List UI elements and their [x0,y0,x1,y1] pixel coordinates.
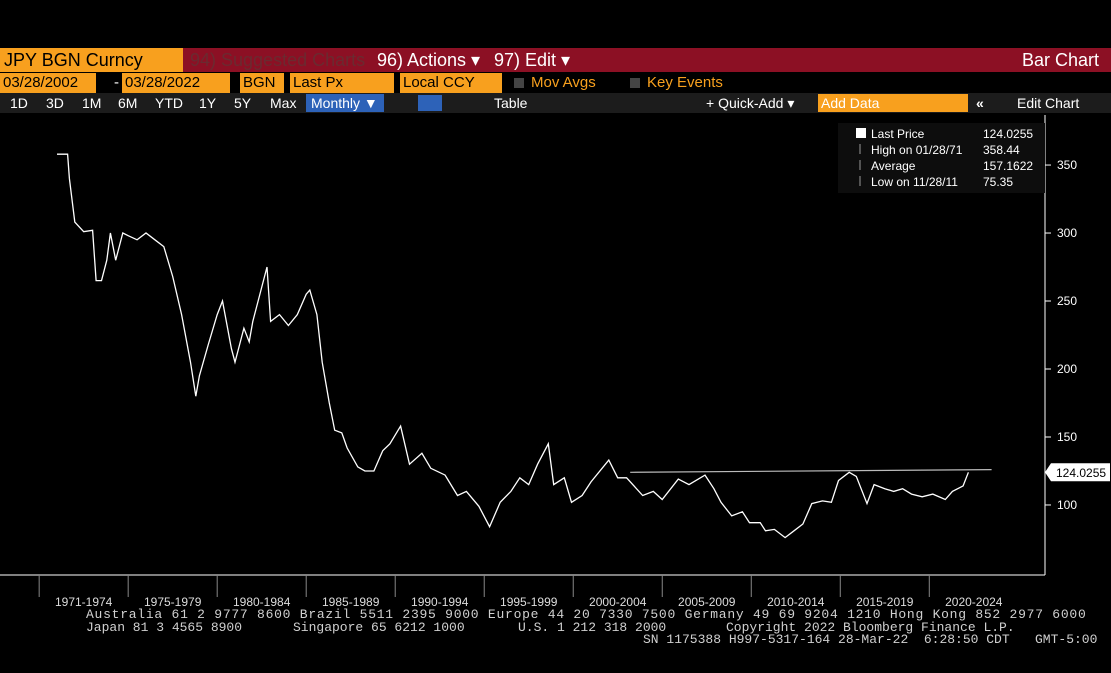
checkbox[interactable] [514,78,524,88]
field-select[interactable]: Last Px [290,73,394,93]
key-events-toggle[interactable]: Key Events [647,74,723,91]
x-tick-label: 2000-2004 [589,595,647,609]
x-tick-label: 2015-2019 [856,595,914,609]
legend-value: 157.1622 [983,159,1033,173]
title-bar [0,48,1111,72]
menu[interactable]: 94) Suggested Charts [190,50,366,70]
last-value-label: 124.0255 [1056,466,1106,480]
frequency-select[interactable]: Monthly ▼ [306,94,384,112]
mov-avgs-toggle[interactable]: Mov Avgs [531,74,596,91]
legend-value: 358.44 [983,143,1020,157]
add-data-field[interactable]: Add Data [818,94,968,112]
x-tick-label: 1985-1989 [322,595,380,609]
quick-add-button[interactable]: + Quick-Add ▾ [706,95,795,111]
footer-text: SN 1175388 H997-5317-164 28-Mar-22 6:28:… [643,632,1010,647]
legend-label: Low on 11/28/11 [871,175,958,189]
last-value-tag [1045,463,1110,482]
legend-label: High on 01/28/71 [871,143,963,157]
date-separator: - [114,74,119,91]
trend-line [630,469,992,473]
x-tick-label: 1971-1974 [55,595,113,609]
collapse-button[interactable]: « [976,95,984,111]
edit-chart-button[interactable]: Edit Chart [1017,95,1080,111]
legend-value: 124.0255 [983,127,1033,141]
x-tick-label: 2010-2014 [767,595,825,609]
x-tick-label: 1980-1984 [233,595,291,609]
chart-style-button[interactable] [418,95,442,111]
legend-value: 75.35 [983,175,1013,189]
period-button[interactable]: 6M [118,95,138,111]
footer-text: U.S. 1 212 318 2000 [518,620,667,635]
start-date[interactable]: 03/28/2002 [0,73,96,93]
legend-swatch [856,128,866,138]
x-tick-label: 1975-1979 [144,595,202,609]
period-button[interactable]: 1Y [199,95,217,111]
y-tick-label: 300 [1057,226,1077,240]
y-tick-label: 250 [1057,294,1077,308]
footer-text: Japan 81 3 4565 8900 [86,620,243,635]
end-date[interactable]: 03/28/2022 [122,73,230,93]
y-tick-label: 150 [1057,430,1077,444]
period-button[interactable]: Max [270,95,297,111]
legend-label: Average [871,159,916,173]
footer-text: Singapore 65 6212 1000 [293,620,465,635]
menu[interactable]: 96) Actions ▾ [377,50,481,70]
security-field[interactable]: JPY BGN Curncy [0,48,183,72]
table-button[interactable]: Table [494,95,528,111]
x-tick-label: 2020-2024 [945,595,1003,609]
y-tick-label: 350 [1057,158,1077,172]
currency-select[interactable]: Local CCY [400,73,502,93]
checkbox[interactable] [630,78,640,88]
period-button[interactable]: YTD [155,95,183,111]
footer-text: Copyright 2022 Bloomberg Finance L.P. [726,620,1015,635]
x-tick-label: 1990-1994 [411,595,469,609]
period-button[interactable]: 1D [10,95,28,111]
function-title: Bar Chart [1021,50,1099,70]
price-line [57,153,970,539]
period-button[interactable]: 3D [46,95,64,111]
menu[interactable]: 97) Edit ▾ [494,50,571,70]
footer-text: Australia 61 2 9777 8600 Brazil 5511 239… [86,607,1087,622]
source-field[interactable]: BGN [240,73,284,93]
x-tick-label: 2005-2009 [678,595,736,609]
period-button[interactable]: 5Y [234,95,252,111]
legend-label: Last Price [871,127,925,141]
period-button[interactable]: 1M [82,95,102,111]
x-tick-label: 1995-1999 [500,595,558,609]
y-tick-label: 200 [1057,362,1077,376]
legend-box [838,123,1045,193]
footer-text: GMT-5:00 [1035,632,1098,647]
y-tick-label: 100 [1057,498,1077,512]
